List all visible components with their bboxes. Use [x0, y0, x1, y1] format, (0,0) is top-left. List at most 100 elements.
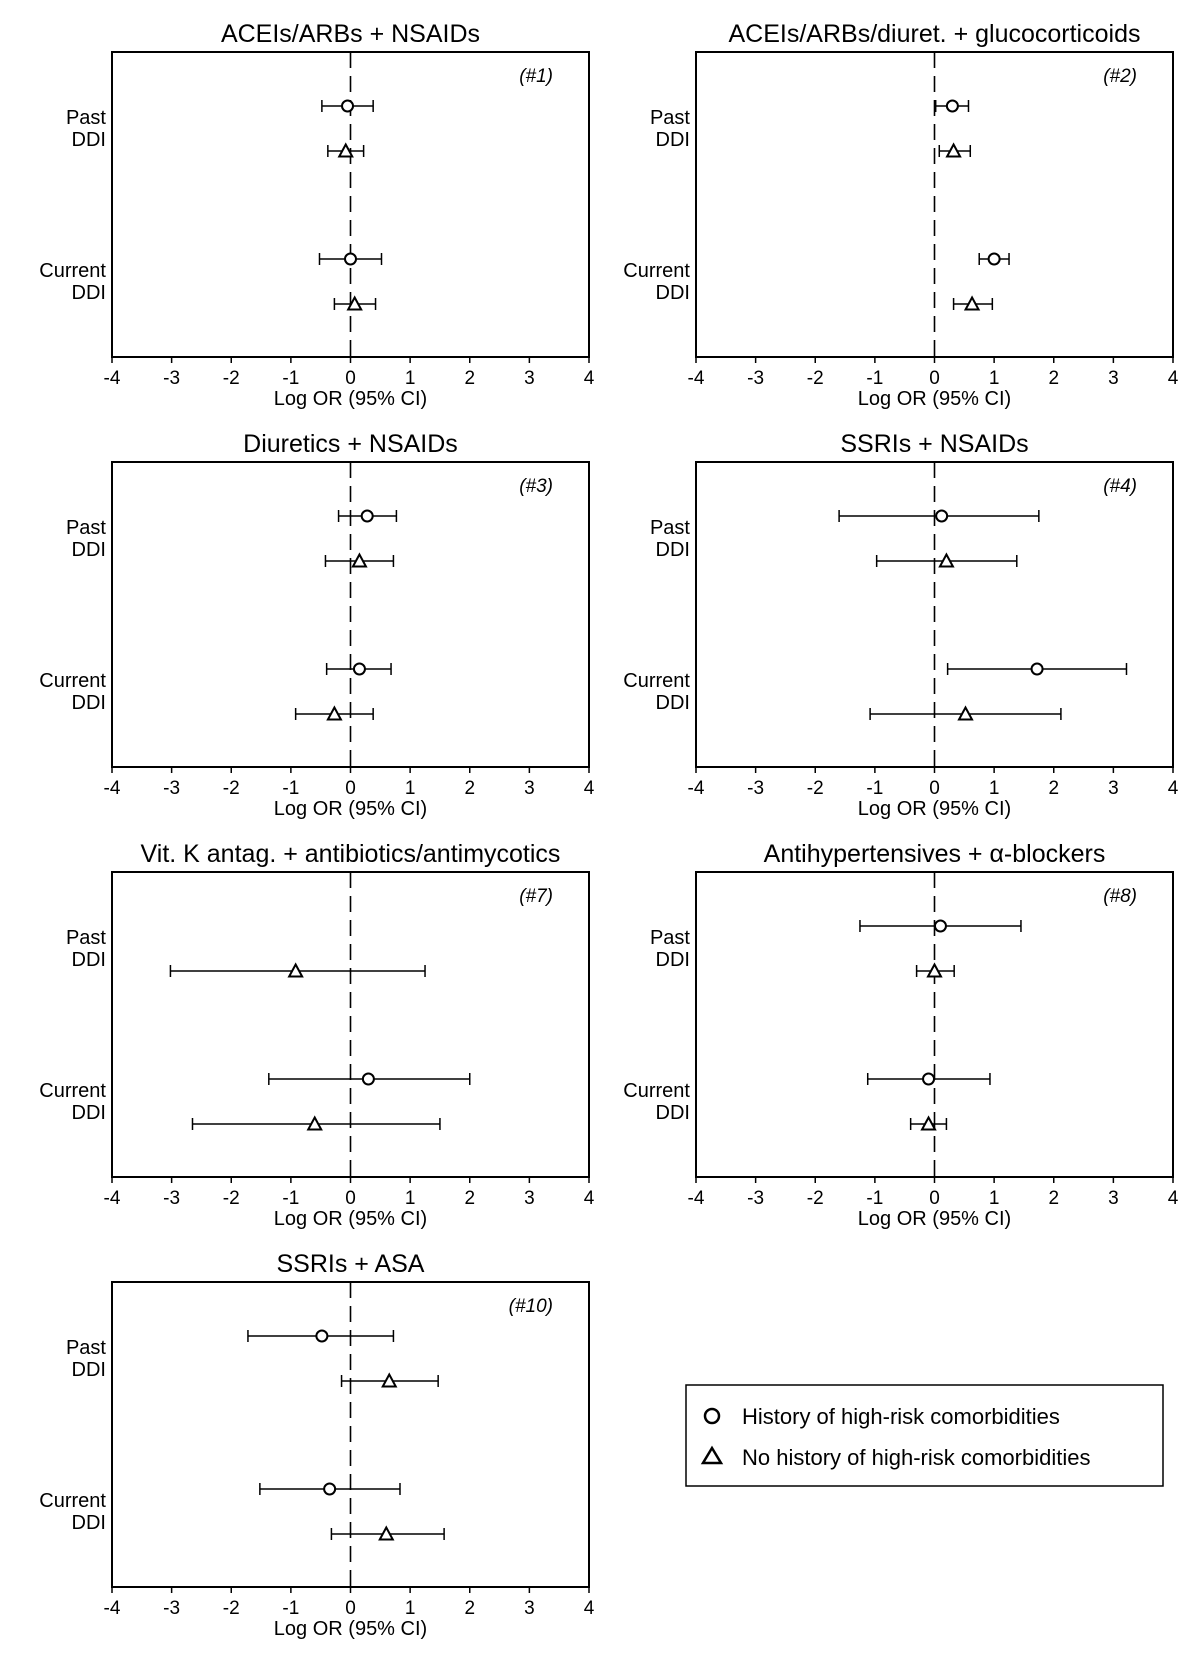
row-label: Past	[66, 107, 106, 129]
row-label: Current	[39, 260, 106, 282]
row-label: Past	[66, 1337, 106, 1359]
x-tick-label: -1	[282, 778, 299, 799]
x-tick-label: 2	[1048, 1188, 1059, 1209]
no-history-estimate	[938, 142, 972, 158]
history-estimate	[318, 252, 383, 266]
panel-id-label: (#8)	[1103, 886, 1137, 907]
history-estimate	[247, 1329, 395, 1343]
history-estimate	[838, 509, 1040, 523]
panel-title: ACEIs/ARBs + NSAIDs	[221, 20, 480, 48]
triangle-marker	[337, 142, 354, 158]
triangle-marker	[326, 705, 343, 721]
legend-box	[685, 1384, 1164, 1487]
row-label: DDI	[72, 539, 106, 561]
x-tick-label: 1	[405, 368, 416, 389]
circle-marker	[323, 1482, 337, 1496]
no-history-estimate	[340, 1372, 439, 1388]
x-tick-label: -4	[104, 1598, 121, 1619]
forest-panel-1: ACEIs/ARBs + NSAIDs (#1) -4 -3 -2 -1 0 1 2 3 4 Log …	[39, 20, 594, 410]
row-label: DDI	[72, 692, 106, 714]
x-tick-label: -4	[688, 778, 705, 799]
x-tick-label: 4	[1168, 1188, 1179, 1209]
no-history-estimate	[869, 705, 1062, 721]
x-tick-label: 1	[989, 368, 1000, 389]
triangle-marker	[920, 1115, 937, 1131]
no-history-estimate	[169, 962, 426, 978]
row-label: DDI	[656, 1102, 690, 1124]
history-estimate	[866, 1072, 991, 1086]
x-tick-label: -3	[163, 1188, 180, 1209]
history-estimate	[978, 252, 1010, 266]
triangle-marker	[351, 552, 368, 568]
triangle-marker	[287, 962, 304, 978]
x-tick-label: -4	[688, 1188, 705, 1209]
triangle-marker	[957, 705, 974, 721]
x-tick-label: 2	[1048, 368, 1059, 389]
x-axis-label: Log OR (95% CI)	[274, 1618, 427, 1640]
triangle-marker	[938, 552, 955, 568]
triangle-marker	[963, 295, 981, 311]
panel-id-label: (#4)	[1103, 476, 1137, 497]
x-tick-label: -3	[747, 368, 764, 389]
panel-title: SSRIs + ASA	[277, 1250, 425, 1278]
history-estimate	[268, 1072, 471, 1086]
x-axis-label: Log OR (95% CI)	[858, 1208, 1011, 1230]
row-label: Past	[66, 927, 106, 949]
row-label: DDI	[72, 1102, 106, 1124]
row-label: Current	[39, 1080, 106, 1102]
x-tick-label: 3	[524, 1598, 535, 1619]
circle-marker	[922, 1072, 936, 1086]
row-label: Current	[623, 670, 690, 692]
panel-title: SSRIs + NSAIDs	[840, 430, 1028, 458]
panel-title: Antihypertensives + α-blockers	[764, 840, 1106, 868]
x-tick-label: 2	[464, 1598, 475, 1619]
row-label: DDI	[72, 1512, 106, 1534]
x-tick-label: 3	[524, 778, 535, 799]
row-label: DDI	[656, 129, 690, 151]
history-estimate	[946, 662, 1128, 676]
row-label: DDI	[72, 282, 106, 304]
panel-id-label: (#10)	[509, 1296, 553, 1317]
row-label: Current	[39, 670, 106, 692]
x-tick-label: -4	[104, 778, 121, 799]
x-tick-label: -2	[223, 368, 240, 389]
x-axis-label: Log OR (95% CI)	[858, 798, 1011, 820]
row-label: Past	[650, 107, 690, 129]
x-tick-label: 3	[524, 368, 535, 389]
x-tick-label: -3	[747, 778, 764, 799]
row-label: DDI	[656, 949, 690, 971]
x-tick-label: -2	[223, 778, 240, 799]
panel-title: Diuretics + NSAIDs	[243, 430, 458, 458]
x-axis-label: Log OR (95% CI)	[274, 1208, 427, 1230]
triangle-marker	[346, 295, 363, 311]
x-tick-label: 4	[1168, 778, 1179, 799]
x-tick-label: 3	[524, 1188, 535, 1209]
legend-triangle-marker	[700, 1445, 724, 1465]
history-estimate	[325, 662, 392, 676]
x-tick-label: -1	[866, 368, 883, 389]
panel-id-label: (#3)	[519, 476, 553, 497]
x-tick-label: -2	[223, 1188, 240, 1209]
row-label: DDI	[656, 282, 690, 304]
no-history-estimate	[330, 1525, 445, 1541]
x-tick-label: -3	[163, 1598, 180, 1619]
row-label: DDI	[656, 692, 690, 714]
x-tick-label: -2	[807, 368, 824, 389]
x-tick-label: 0	[345, 368, 356, 389]
legend-circle-marker	[703, 1407, 721, 1425]
x-tick-label: -2	[223, 1598, 240, 1619]
panel-title: ACEIs/ARBs/diuret. + glucocorticoids	[729, 20, 1141, 48]
x-tick-label: -2	[807, 778, 824, 799]
circle-marker	[315, 1329, 329, 1343]
panel-id-label: (#1)	[519, 66, 553, 87]
row-label: Past	[650, 927, 690, 949]
no-history-estimate	[294, 705, 374, 721]
circle-marker	[1030, 662, 1044, 676]
x-tick-label: -1	[282, 368, 299, 389]
x-tick-label: -1	[866, 1188, 883, 1209]
history-estimate	[934, 99, 970, 113]
x-tick-label: 2	[1048, 778, 1059, 799]
row-label: Past	[66, 517, 106, 539]
no-history-estimate	[909, 1115, 948, 1131]
circle-marker	[360, 509, 374, 523]
